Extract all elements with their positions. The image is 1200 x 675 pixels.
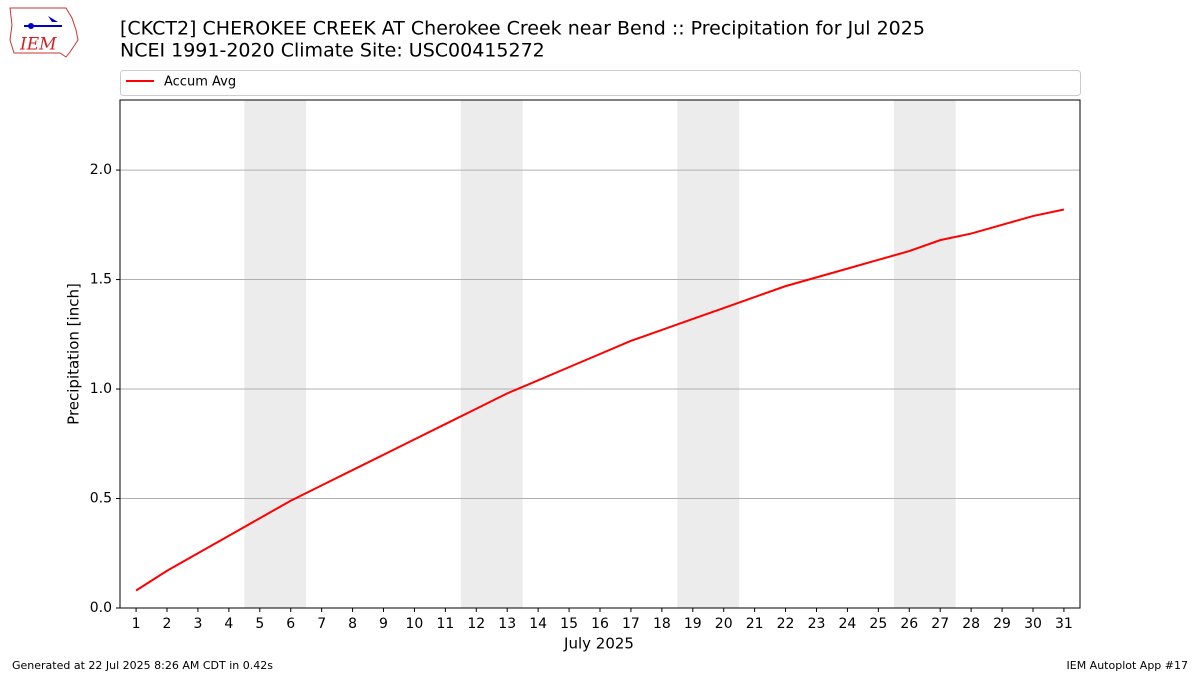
x-tick-label: 21 (746, 616, 764, 632)
x-axis-label: July 2025 (563, 635, 634, 653)
logo-text: IEM (19, 35, 57, 55)
weekend-band (677, 100, 740, 608)
weekend-band (460, 100, 523, 608)
chart-subtitle: NCEI 1991-2020 Climate Site: USC00415272 (120, 40, 545, 62)
x-tick-label: 6 (286, 616, 295, 632)
x-tick-label: 16 (591, 616, 609, 632)
x-tick-label: 14 (529, 616, 547, 632)
x-tick-label: 27 (931, 616, 949, 632)
x-tick-label: 9 (379, 616, 388, 632)
x-tick-label: 24 (839, 616, 857, 632)
x-tick-label: 5 (255, 616, 264, 632)
x-tick-label: 10 (406, 616, 424, 632)
weekend-band (244, 100, 307, 608)
weekend-band (893, 100, 956, 608)
logo: IEM (9, 7, 79, 58)
x-tick-label: 1 (132, 616, 141, 632)
x-tick-label: 29 (993, 616, 1011, 632)
y-tick-label: 1.0 (90, 381, 112, 397)
x-tick-label: 17 (622, 616, 640, 632)
x-tick-label: 15 (560, 616, 578, 632)
x-tick-label: 2 (163, 616, 172, 632)
x-tick-label: 13 (498, 616, 516, 632)
y-tick-label: 0.5 (90, 491, 112, 507)
x-tick-label: 30 (1024, 616, 1042, 632)
x-tick-label: 12 (467, 616, 485, 632)
x-tick-label: 22 (777, 616, 795, 632)
plot-frame (119, 99, 1081, 609)
chart-title: [CKCT2] CHEROKEE CREEK AT Cherokee Creek… (120, 18, 925, 40)
legend-box (120, 70, 1081, 96)
x-tick-label: 3 (193, 616, 202, 632)
x-tick-label: 7 (317, 616, 326, 632)
x-tick-label: 28 (962, 616, 980, 632)
legend-label: Accum Avg (164, 75, 236, 90)
series-line (135, 208, 1065, 592)
x-tick-label: 26 (900, 616, 918, 632)
y-tick-label: 2.0 (90, 162, 112, 178)
footer-left: Generated at 22 Jul 2025 8:26 AM CDT in … (12, 659, 273, 672)
x-tick-label: 8 (348, 616, 357, 632)
x-tick-label: 19 (684, 616, 702, 632)
x-tick-label: 18 (653, 616, 671, 632)
y-tick-label: 1.5 (90, 272, 112, 288)
x-tick-label: 11 (436, 616, 454, 632)
x-tick-label: 20 (715, 616, 733, 632)
y-axis-label: Precipitation [inch] (65, 283, 83, 425)
x-tick-label: 31 (1055, 616, 1073, 632)
footer-right: IEM Autoplot App #17 (1067, 659, 1189, 672)
x-tick-label: 4 (224, 616, 233, 632)
y-tick-label: 0.0 (90, 600, 112, 616)
x-tick-label: 23 (808, 616, 826, 632)
x-tick-label: 25 (869, 616, 887, 632)
